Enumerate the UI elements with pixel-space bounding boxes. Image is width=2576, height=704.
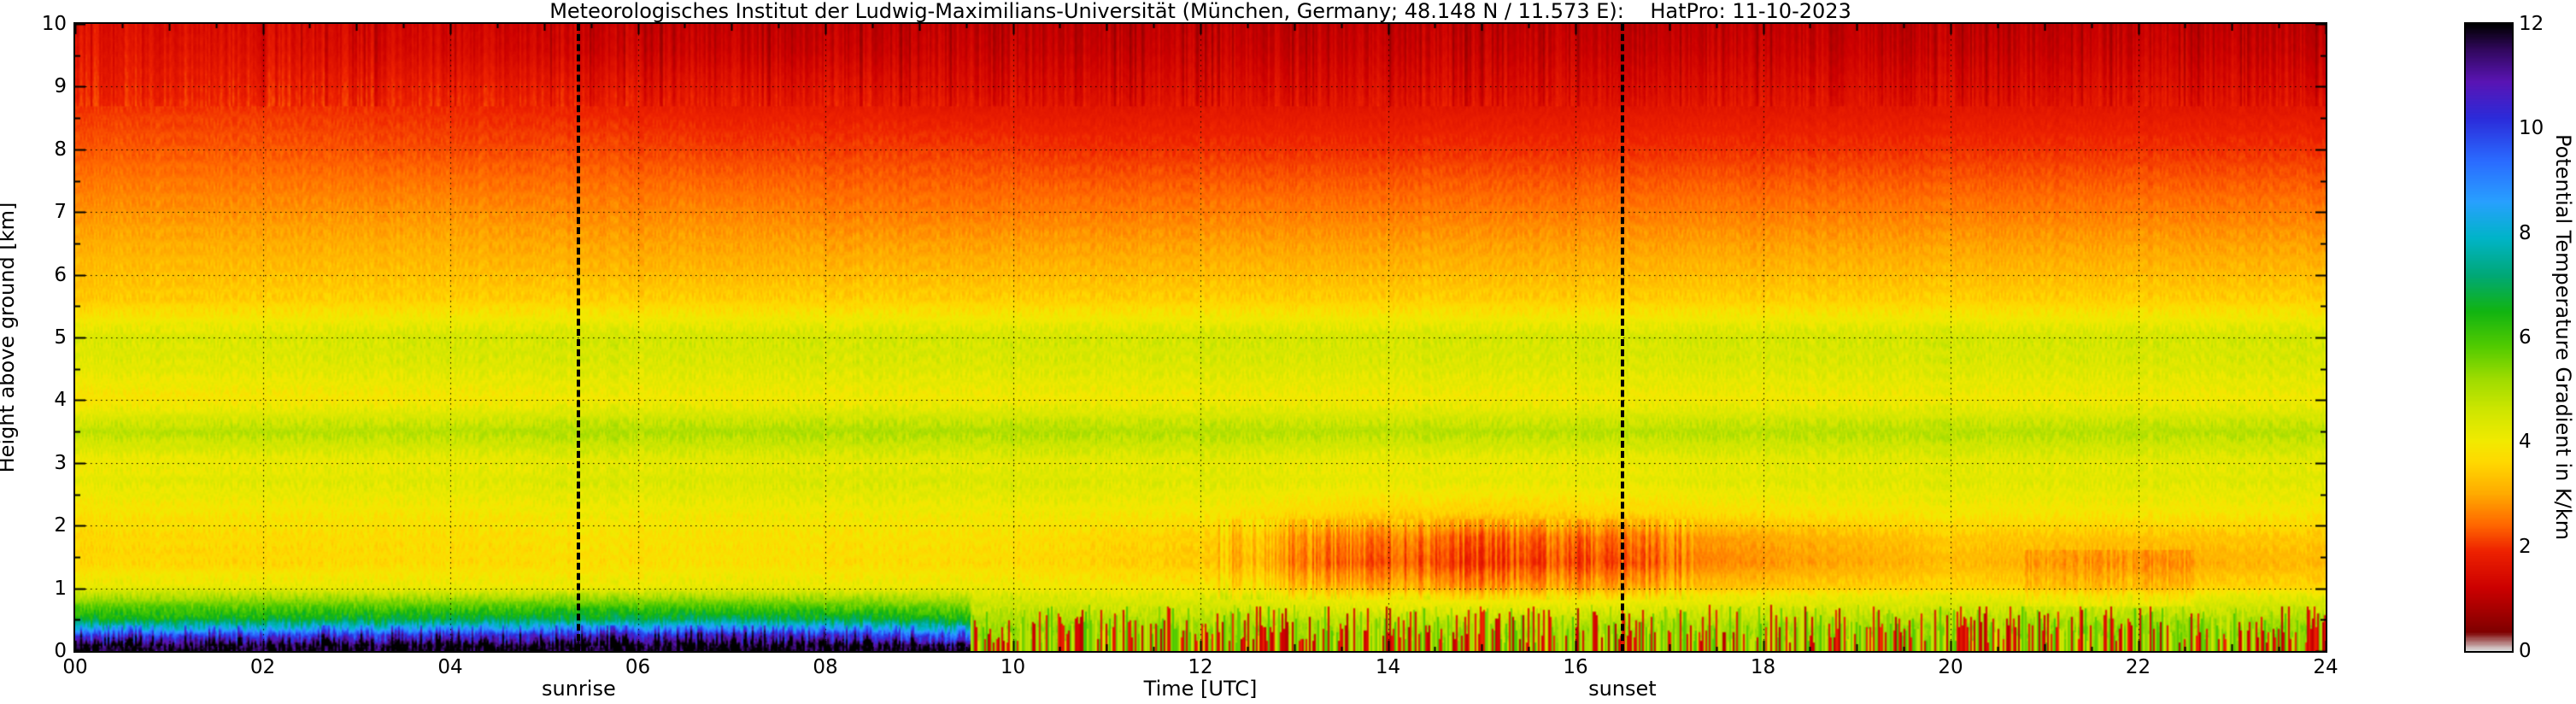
y-tick-label: 4 [54, 389, 67, 412]
x-tick-label: 08 [813, 656, 838, 678]
x-tick-label: 12 [1188, 656, 1213, 678]
colorbar-canvas [2466, 24, 2512, 651]
colorbar-tick-label: 8 [2519, 221, 2532, 244]
x-tick-label: 22 [2125, 656, 2151, 678]
plot-area [75, 24, 2326, 651]
sunset-line [1620, 24, 1624, 651]
y-tick-label: 6 [54, 263, 67, 286]
x-tick-label: 10 [1000, 656, 1026, 678]
colorbar-tick-label: 12 [2519, 13, 2544, 35]
colorbar-label: Potential Temperature Gradient in K/km [2551, 134, 2575, 541]
sunset-label: sunset [1588, 677, 1657, 701]
colorbar-tick-label: 2 [2519, 535, 2532, 558]
x-tick-label: 00 [62, 656, 88, 678]
y-tick-label: 9 [54, 75, 67, 98]
x-tick-label: 16 [1563, 656, 1588, 678]
colorbar-tick-label: 4 [2519, 431, 2532, 454]
y-tick-label: 0 [54, 640, 67, 662]
y-tick-label: 1 [54, 577, 67, 600]
colorbar-tick-label: 10 [2519, 117, 2544, 140]
x-tick-label: 20 [1938, 656, 1963, 678]
x-tick-label: 14 [1375, 656, 1401, 678]
colorbar-tick-label: 6 [2519, 326, 2532, 349]
y-tick-label: 7 [54, 201, 67, 224]
sunrise-label: sunrise [541, 677, 616, 701]
y-tick-label: 2 [54, 514, 67, 537]
x-axis-label: Time [UTC] [1143, 677, 1258, 701]
y-axis-label: Height above ground [km] [0, 202, 19, 473]
y-tick-label: 3 [54, 451, 67, 474]
x-tick-label: 06 [625, 656, 651, 678]
chart-title: Meteorologisches Institut der Ludwig-Max… [549, 0, 1851, 23]
x-tick-label: 02 [249, 656, 276, 678]
y-tick-label: 8 [54, 138, 67, 161]
y-tick-label: 5 [54, 326, 67, 349]
x-tick-label: 18 [1750, 656, 1776, 678]
y-tick-label: 10 [41, 13, 67, 35]
x-tick-label: 04 [437, 656, 463, 678]
sunrise-line [577, 24, 581, 651]
x-tick-label: 24 [2313, 656, 2338, 678]
grid-ticks-overlay [75, 24, 2326, 651]
colorbar-tick-label: 0 [2519, 640, 2532, 662]
